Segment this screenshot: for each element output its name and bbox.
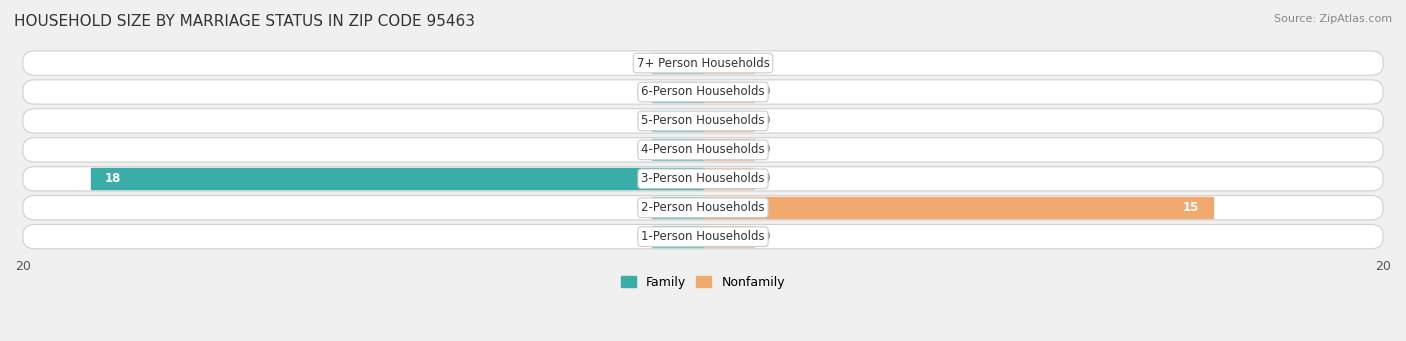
Text: Source: ZipAtlas.com: Source: ZipAtlas.com — [1274, 14, 1392, 24]
FancyBboxPatch shape — [22, 51, 1384, 75]
Text: 3-Person Households: 3-Person Households — [641, 172, 765, 185]
Text: 1-Person Households: 1-Person Households — [641, 230, 765, 243]
Text: 0: 0 — [636, 57, 644, 70]
Bar — [652, 110, 703, 131]
Text: 0: 0 — [762, 172, 770, 185]
Text: 0: 0 — [762, 143, 770, 157]
Text: 0: 0 — [636, 201, 644, 214]
Bar — [703, 226, 754, 247]
Bar — [652, 53, 703, 73]
FancyBboxPatch shape — [22, 224, 1384, 249]
Bar — [703, 81, 754, 102]
Text: 0: 0 — [762, 86, 770, 99]
Legend: Family, Nonfamily: Family, Nonfamily — [616, 271, 790, 294]
Text: 2-Person Households: 2-Person Households — [641, 201, 765, 214]
Bar — [652, 139, 703, 160]
Text: HOUSEHOLD SIZE BY MARRIAGE STATUS IN ZIP CODE 95463: HOUSEHOLD SIZE BY MARRIAGE STATUS IN ZIP… — [14, 14, 475, 29]
Text: 0: 0 — [636, 115, 644, 128]
Text: 0: 0 — [636, 230, 644, 243]
Text: 18: 18 — [104, 172, 121, 185]
Bar — [652, 81, 703, 102]
Bar — [91, 168, 703, 189]
FancyBboxPatch shape — [22, 167, 1384, 191]
Text: 6-Person Households: 6-Person Households — [641, 86, 765, 99]
FancyBboxPatch shape — [22, 109, 1384, 133]
Text: 5-Person Households: 5-Person Households — [641, 115, 765, 128]
Bar — [703, 110, 754, 131]
FancyBboxPatch shape — [22, 80, 1384, 104]
Bar — [652, 197, 703, 218]
Bar — [703, 168, 754, 189]
Text: 4-Person Households: 4-Person Households — [641, 143, 765, 157]
FancyBboxPatch shape — [22, 138, 1384, 162]
FancyBboxPatch shape — [22, 196, 1384, 220]
Text: 0: 0 — [636, 143, 644, 157]
Bar — [703, 197, 1213, 218]
Bar — [652, 226, 703, 247]
Text: 0: 0 — [762, 57, 770, 70]
Text: 0: 0 — [636, 86, 644, 99]
Bar — [703, 139, 754, 160]
Text: 0: 0 — [762, 230, 770, 243]
Text: 15: 15 — [1182, 201, 1199, 214]
Text: 0: 0 — [762, 115, 770, 128]
Bar — [703, 53, 754, 73]
Text: 7+ Person Households: 7+ Person Households — [637, 57, 769, 70]
